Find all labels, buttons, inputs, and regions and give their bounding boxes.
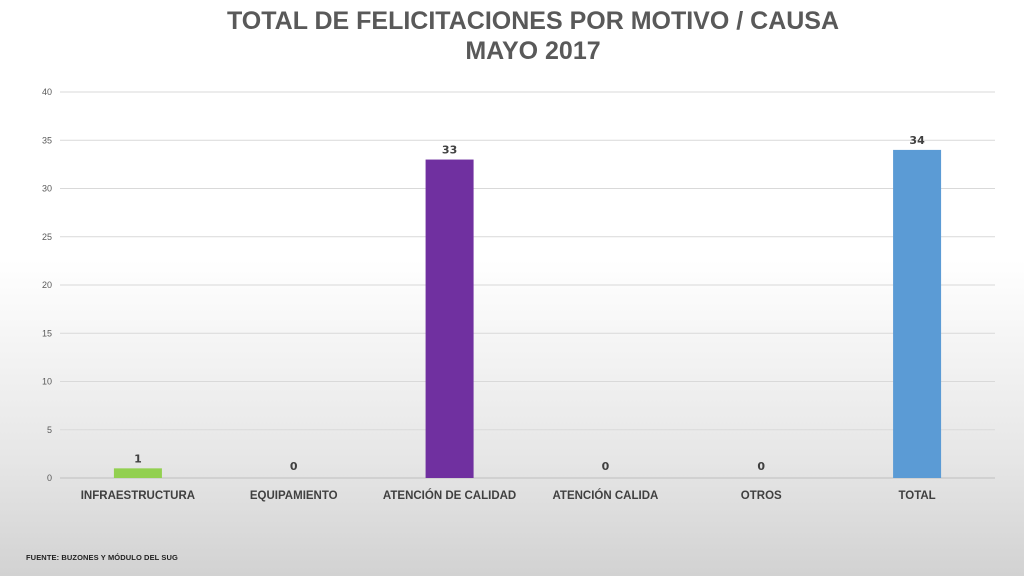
y-tick-label: 25 xyxy=(42,232,52,242)
y-tick-label: 15 xyxy=(42,328,52,338)
y-tick-label: 40 xyxy=(42,87,52,97)
y-tick-label: 20 xyxy=(42,280,52,290)
y-tick-label: 0 xyxy=(47,473,52,483)
chart-title-line1: TOTAL DE FELICITACIONES POR MOTIVO / CAU… xyxy=(226,7,840,35)
data-label: 0 xyxy=(290,460,298,473)
x-tick-label: OTROS xyxy=(741,490,782,502)
data-label: 0 xyxy=(757,460,765,473)
x-tick-label: ATENCIÓN CALIDA xyxy=(552,489,658,502)
bar xyxy=(893,149,942,478)
source-note: FUENTE: BUZONES Y MÓDULO DEL SUG xyxy=(26,553,178,562)
data-label: 1 xyxy=(134,452,142,465)
data-label: 33 xyxy=(442,144,457,157)
bar xyxy=(113,468,162,478)
y-tick-label: 5 xyxy=(47,425,52,435)
data-label: 0 xyxy=(602,460,610,473)
bar xyxy=(425,159,474,479)
chart-title-line2: MAYO 2017 xyxy=(465,37,601,65)
x-tick-label: ATENCIÓN DE CALIDAD xyxy=(383,489,516,502)
x-tick-label: EQUIPAMIENTO xyxy=(250,490,338,502)
chart-title: TOTAL DE FELICITACIONES POR MOTIVO / CAU… xyxy=(0,6,1024,66)
x-tick-label: TOTAL xyxy=(898,490,935,502)
y-tick-label: 10 xyxy=(42,377,52,387)
y-tick-label: 35 xyxy=(42,135,52,145)
y-tick-label: 30 xyxy=(42,184,52,194)
x-tick-label: INFRAESTRUCTURA xyxy=(81,490,195,502)
data-label: 34 xyxy=(909,134,925,147)
